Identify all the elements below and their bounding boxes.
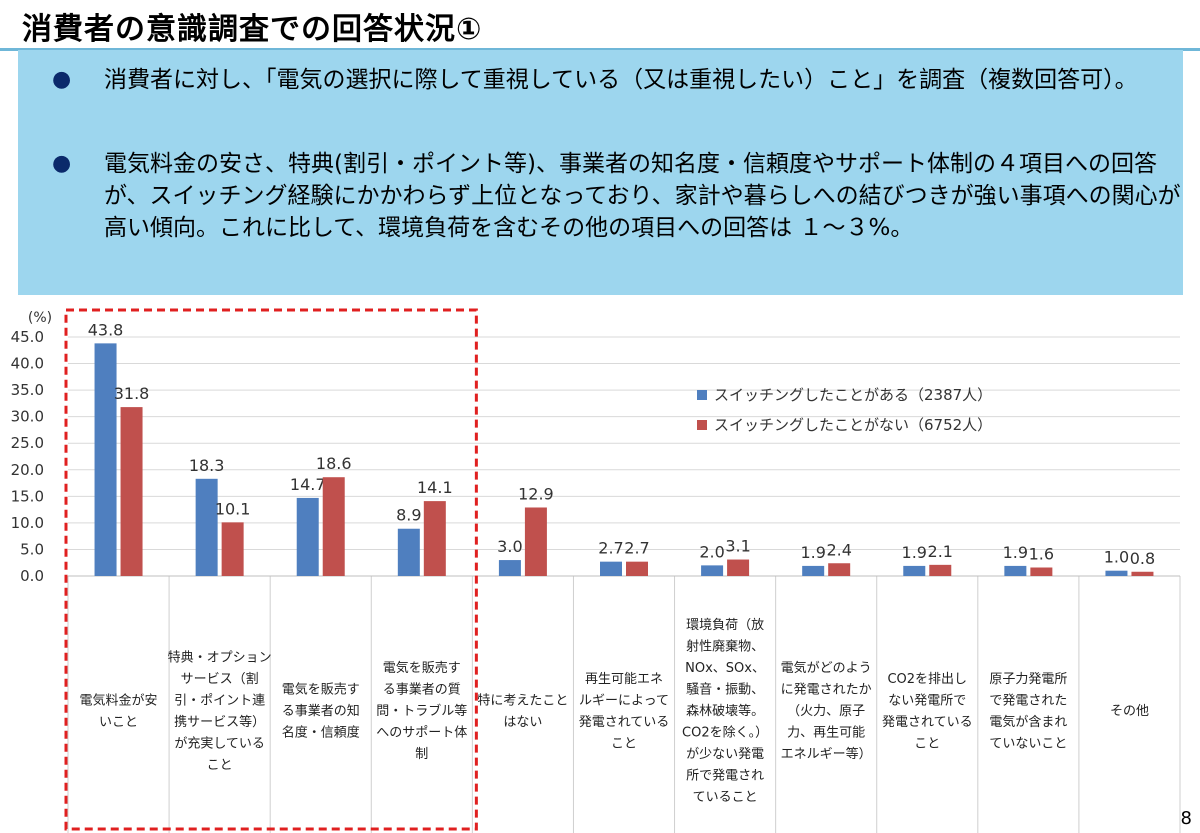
bar-not-switched: [626, 561, 648, 576]
bar-switched: [600, 561, 622, 576]
legend-swatch: [697, 390, 707, 400]
bar-value-label: 0.8: [1130, 549, 1155, 568]
category-label: 原子力発電所で発電された電気が含まれていないこと: [989, 672, 1067, 752]
bar-switched: [802, 565, 825, 576]
summary-bullet-2-text: 電気料金の安さ、特典(割引・ポイント等)、事業者の知名度・信頼度やサポート体制の…: [104, 151, 1181, 241]
bar-value-label: 2.0: [699, 542, 724, 561]
bar-not-switched: [524, 507, 547, 576]
y-tick-label: 10.0: [11, 514, 44, 532]
title-underline: [0, 48, 1200, 51]
bar-value-label: 1.9: [1003, 543, 1028, 562]
y-tick-label: 25.0: [11, 434, 44, 452]
legend-swatch: [697, 420, 707, 430]
category-label: 特典・オプションサービス（割引・ポイント連携サービス等）が充実していること: [168, 650, 272, 773]
bar-switched: [1004, 565, 1027, 576]
bar-value-label: 2.1: [928, 542, 953, 561]
bar-switched: [94, 343, 117, 576]
bar-switched: [1105, 570, 1128, 576]
bar-value-label: 1.9: [902, 543, 927, 562]
category-label: 特に考えたことはない: [477, 693, 568, 730]
bar-value-label: 1.0: [1104, 548, 1129, 567]
category-label: その他: [1110, 704, 1149, 719]
bar-value-label: 31.8: [114, 384, 150, 403]
y-axis-unit-label: (%): [28, 310, 52, 326]
bar-chart: (%) 45.0 40.0 35.0 30.0 25.0 20.0 15.0 10.0 5.0 0.…: [11, 308, 1181, 833]
bar-not-switched: [828, 563, 851, 576]
bar-not-switched: [322, 477, 345, 576]
bar-value-label: 12.9: [518, 484, 554, 503]
bar-value-label: 10.1: [215, 499, 251, 518]
bar-not-switched: [423, 501, 446, 576]
bar-not-switched: [221, 522, 244, 576]
bar-not-switched: [120, 407, 143, 576]
bar-not-switched: [1030, 567, 1053, 576]
bar-not-switched: [929, 564, 952, 576]
y-tick-label: 30.0: [11, 408, 44, 426]
legend-label: スイッチングしたことがある（2387人）: [714, 386, 992, 404]
bar-value-label: 2.7: [598, 539, 623, 558]
bar-value-label: 18.3: [189, 456, 225, 475]
bar-value-label: 3.1: [725, 537, 750, 556]
bar-value-label: 3.0: [497, 537, 522, 556]
category-label: 環境負荷（放射性廃棄物、 NOx、SOx、騒音・振動、森林破壊等。 CO2を除く。）…: [682, 618, 768, 805]
bar-switched: [903, 565, 926, 576]
bullet-dot-icon: ●: [52, 151, 72, 176]
bar-switched: [701, 565, 724, 576]
summary-bullet-1-text: 消費者に対し、「電気の選択に際して重視している（又は重視したい）こと」を調査（複…: [104, 67, 1138, 93]
bar-value-label: 2.4: [826, 540, 851, 559]
page-title: 消費者の意識調査での回答状況①: [22, 12, 483, 47]
bar-value-label: 1.9: [800, 543, 825, 562]
bar-not-switched: [727, 559, 750, 576]
category-label: 電気料金が安いこと: [80, 692, 158, 730]
bar-switched: [296, 497, 319, 576]
category-label: 再生可能エネルギーによって発電されていること: [579, 672, 670, 752]
bar-value-label: 14.1: [417, 478, 453, 497]
bar-switched: [195, 478, 218, 576]
bar-switched: [498, 560, 521, 576]
category-label: 電気を販売する事業者の質問・トラブル等へのサポート体制: [376, 660, 467, 762]
bar-value-label: 18.6: [316, 454, 352, 473]
legend-label: スイッチングしたことがない（6752人）: [714, 416, 992, 434]
category-label: 電気がどのように発電されたか（火力、原子力、再生可能エネルギー等）: [781, 660, 872, 762]
y-tick-label: 0.0: [20, 567, 44, 585]
y-tick-label: 20.0: [11, 461, 44, 479]
bar-value-label: 1.6: [1029, 545, 1054, 564]
category-label: CO2を排出しない発電所で発電されていること: [882, 672, 973, 752]
y-tick-label: 15.0: [11, 487, 44, 505]
y-tick-label: 5.0: [20, 540, 44, 558]
summary-panel: ● 消費者に対し、「電気の選択に際して重視している（又は重視したい）こと」を調査…: [18, 50, 1183, 295]
page-number: 8: [1180, 808, 1192, 829]
category-label: 電気を販売する事業者の知名度・信頼度: [282, 682, 360, 741]
highlight-box: [64, 308, 478, 831]
y-tick-label: 45.0: [11, 328, 44, 346]
bar-value-label: 43.8: [88, 320, 124, 339]
bar-not-switched: [1131, 571, 1154, 576]
y-tick-label: 40.0: [11, 355, 44, 373]
bar-value-label: 14.7: [290, 475, 326, 494]
bar-value-label: 2.7: [624, 539, 649, 558]
bar-switched: [397, 528, 420, 576]
bullet-dot-icon: ●: [52, 67, 72, 92]
bar-value-label: 8.9: [396, 506, 421, 525]
y-tick-label: 35.0: [11, 381, 44, 399]
